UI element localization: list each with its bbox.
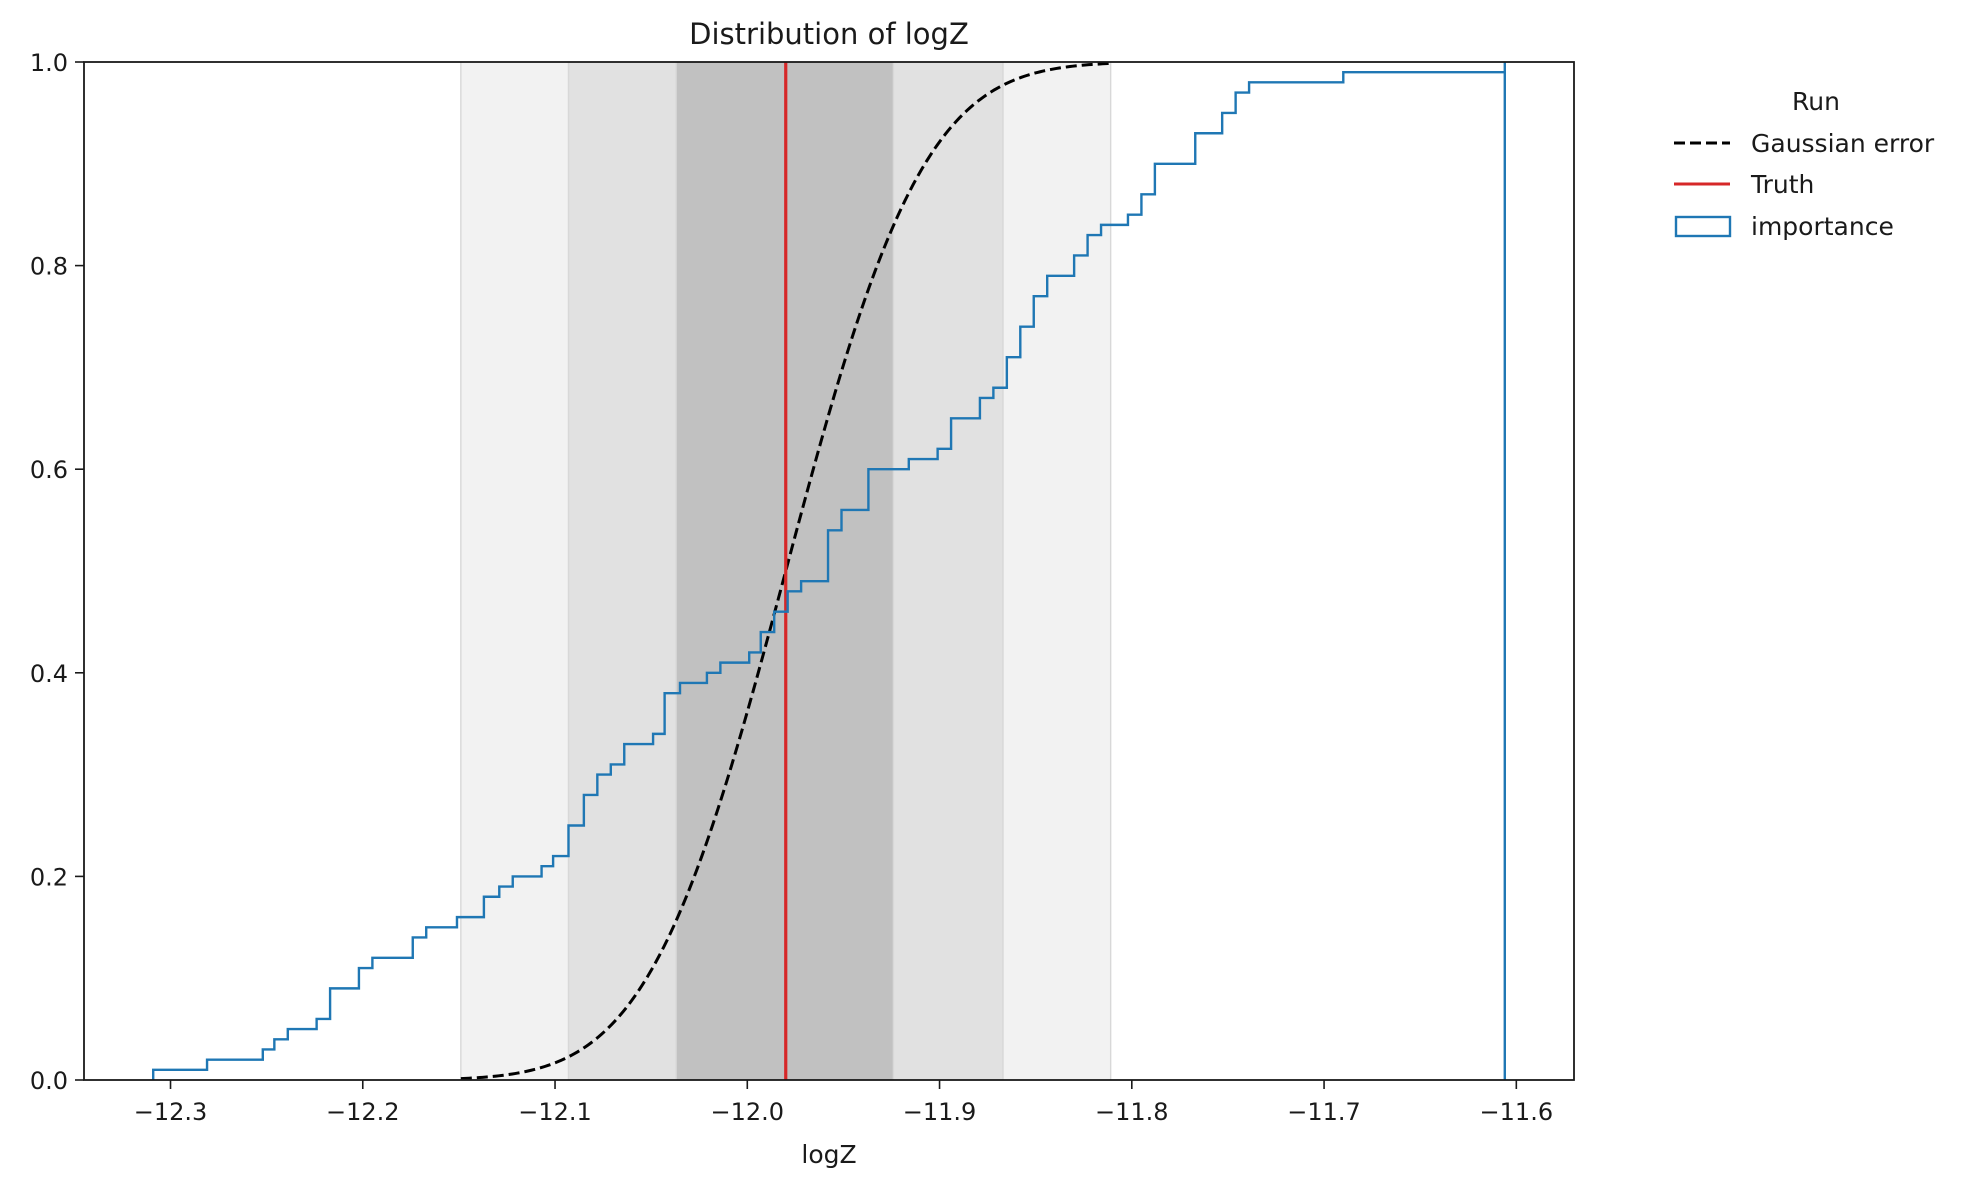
importance-step-line xyxy=(152,62,1506,1080)
x-tick-label: −12.0 xyxy=(711,1098,785,1126)
y-tick-label: 0.8 xyxy=(30,253,68,281)
importance-series xyxy=(152,62,1506,1080)
y-tick-label: 0.2 xyxy=(30,863,68,891)
legend-label-gaussian: Gaussian error xyxy=(1751,129,1935,158)
x-tick-label: −11.9 xyxy=(903,1098,977,1126)
x-tick-label: −12.1 xyxy=(518,1098,592,1126)
y-tick-label: 0.6 xyxy=(30,456,68,484)
y-tick-label: 0.4 xyxy=(30,660,68,688)
x-tick-label: −12.2 xyxy=(326,1098,400,1126)
x-tick-label: −11.7 xyxy=(1287,1098,1361,1126)
chart-title: Distribution of logZ xyxy=(689,17,969,51)
axes-frame xyxy=(83,61,1575,1081)
y-tick-label: 1.0 xyxy=(30,49,68,77)
y-tick-label: 0.0 xyxy=(30,1067,68,1095)
x-tick-label: −11.6 xyxy=(1480,1098,1554,1126)
legend: Run Gaussian error Truth importance xyxy=(1674,87,1935,241)
x-axis: −12.3 −12.2 −12.1 −12.0 −11.9 −11.8 −11.7 −11.6 xyxy=(134,1080,1553,1126)
plot-area xyxy=(83,61,1575,1081)
legend-label-importance: importance xyxy=(1751,212,1894,241)
x-tick-label: −12.3 xyxy=(134,1098,208,1126)
legend-label-truth: Truth xyxy=(1750,170,1814,199)
legend-title: Run xyxy=(1792,87,1840,116)
y-axis: 0.0 0.2 0.4 0.6 0.8 1.0 xyxy=(30,49,84,1095)
legend-swatch-importance xyxy=(1674,215,1732,238)
x-axis-label: logZ xyxy=(801,1140,856,1169)
x-tick-label: −11.8 xyxy=(1095,1098,1169,1126)
